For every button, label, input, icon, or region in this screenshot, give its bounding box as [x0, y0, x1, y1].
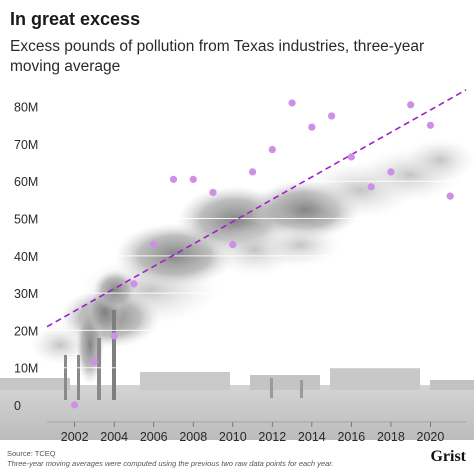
y-tick-label: 0	[14, 399, 21, 413]
data-point	[367, 183, 375, 191]
y-tick-label: 80M	[14, 101, 38, 115]
data-point	[248, 168, 257, 176]
chart-title: In great excess	[10, 9, 141, 29]
x-tick-label: 2020	[417, 430, 445, 444]
x-tick-label: 2008	[179, 430, 207, 444]
gridlines	[47, 106, 474, 369]
y-axis-tick-labels: 0 10M 20M 30M 40M 50M 60M 70M 80M	[14, 101, 38, 413]
y-tick-label: 50M	[14, 213, 38, 227]
data-point	[229, 241, 237, 249]
x-tick-label: 2004	[100, 430, 128, 444]
x-tick-label: 2016	[337, 430, 365, 444]
data-point	[130, 280, 138, 288]
chart-subtitle: Excess pounds of pollution from Texas in…	[10, 38, 425, 75]
data-point	[209, 188, 217, 197]
data-point	[110, 332, 118, 340]
y-tick-label: 10M	[14, 362, 38, 376]
data-point	[308, 123, 316, 131]
data-point	[150, 241, 158, 249]
x-axis-tick-labels: 2002 2004 2006 2008 2010 2012 2014 2016 2018 2020	[47, 421, 466, 444]
data-point	[189, 175, 197, 183]
data-point	[446, 192, 454, 200]
methodology-note: Three-year moving averages were computed…	[7, 459, 334, 468]
data-point	[169, 175, 178, 183]
trend-line	[46, 89, 467, 328]
y-tick-label: 30M	[14, 287, 38, 301]
x-tick-label: 2014	[298, 430, 326, 444]
x-tick-label: 2010	[219, 430, 247, 444]
trend-line-group	[46, 89, 467, 328]
data-point	[71, 401, 79, 409]
x-tick-label: 2018	[377, 430, 405, 444]
y-tick-label: 20M	[14, 324, 38, 338]
data-point	[268, 145, 276, 154]
y-tick-label: 40M	[14, 250, 38, 264]
y-tick-label: 60M	[14, 175, 38, 189]
data-point	[426, 121, 435, 129]
grist-logo: Grist	[430, 448, 466, 465]
data-point	[328, 112, 336, 120]
data-point	[288, 99, 296, 107]
x-tick-label: 2006	[140, 430, 168, 444]
data-point	[407, 101, 415, 109]
data-point	[90, 358, 99, 366]
data-point	[347, 153, 355, 161]
data-points	[71, 99, 454, 409]
y-tick-label: 70M	[14, 138, 38, 152]
source-note: Source: TCEQ	[7, 449, 56, 458]
x-tick-label: 2012	[258, 430, 286, 444]
x-tick-label: 2002	[61, 430, 89, 444]
data-point	[387, 168, 395, 176]
industrial-skyline	[0, 310, 474, 440]
